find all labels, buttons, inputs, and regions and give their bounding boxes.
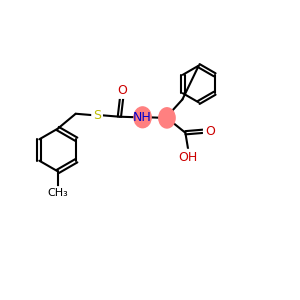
Text: O: O (117, 84, 127, 97)
Text: OH: OH (179, 151, 198, 164)
Text: S: S (93, 109, 101, 122)
Text: NH: NH (133, 111, 152, 124)
Ellipse shape (134, 107, 151, 128)
Text: O: O (205, 125, 215, 138)
Ellipse shape (159, 108, 175, 128)
Text: CH₃: CH₃ (47, 188, 68, 198)
